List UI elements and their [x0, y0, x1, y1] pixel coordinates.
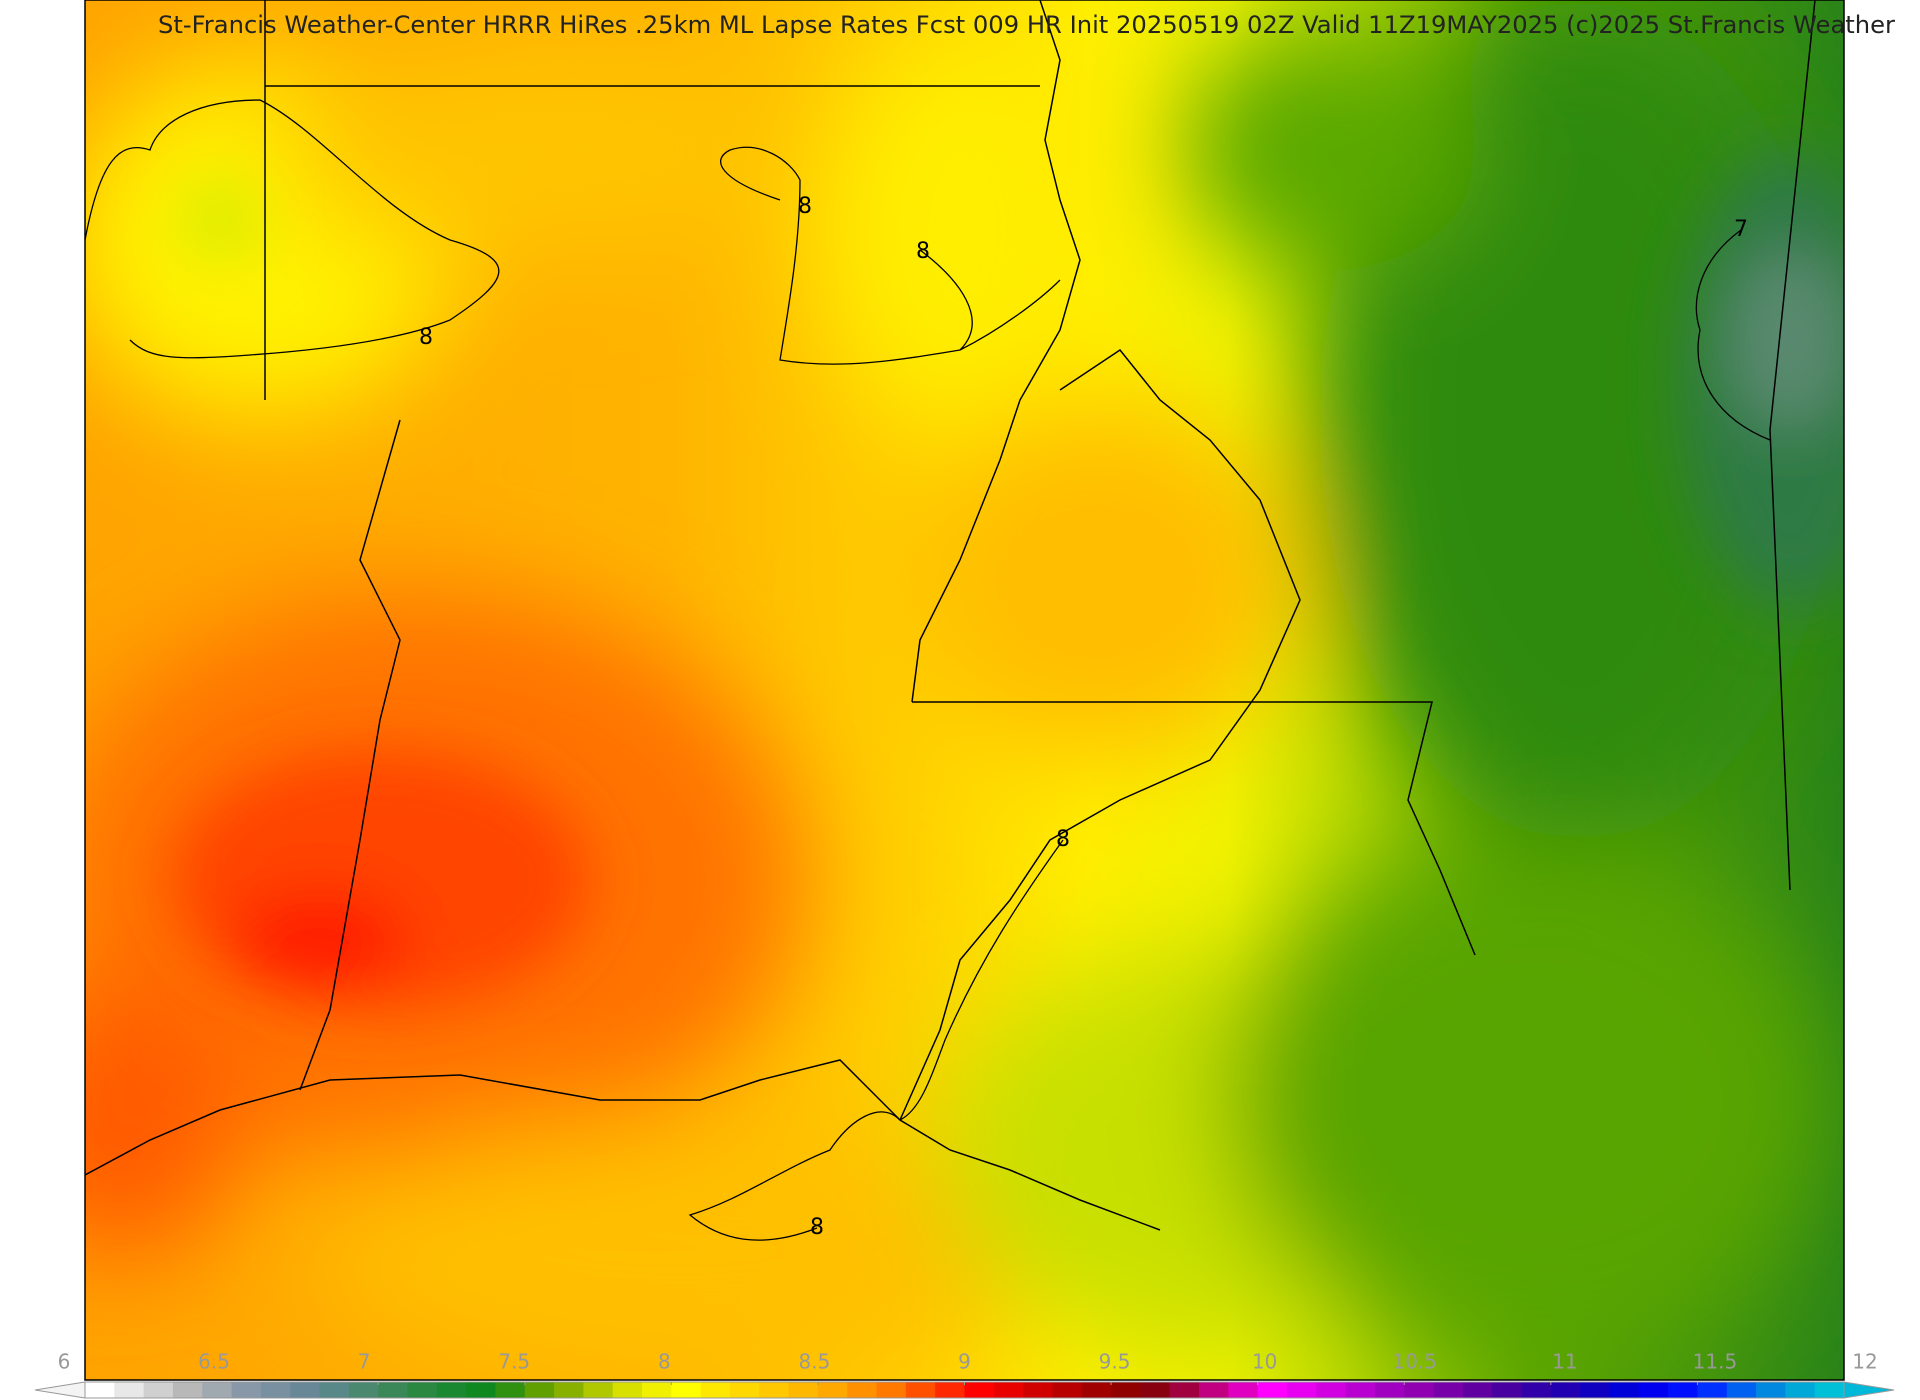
colorbar-swatch [1492, 1382, 1523, 1398]
colorbar-swatch [1726, 1382, 1757, 1398]
colorbar-swatch [1550, 1382, 1581, 1398]
colorbar-tick-label: 7.5 [498, 1350, 530, 1374]
colorbar-swatch [378, 1382, 408, 1398]
colorbar-swatch [1697, 1382, 1728, 1398]
colorbar-tick-label: 6.5 [198, 1350, 230, 1374]
colorbar-swatch [1081, 1382, 1112, 1398]
colorbar-swatch [612, 1382, 643, 1398]
colorbar-swatch [260, 1382, 291, 1398]
colorbar-swatch [700, 1382, 731, 1398]
colorbar-swatch [554, 1382, 584, 1398]
colorbar-swatch [964, 1382, 995, 1398]
colorbar-under [34, 1381, 86, 1399]
colorbar-swatch [583, 1382, 614, 1398]
colorbar-swatch [1111, 1382, 1141, 1398]
colorbar-swatch [1404, 1382, 1435, 1398]
colorbar-swatch [1286, 1382, 1317, 1398]
colorbar-swatch [642, 1382, 672, 1398]
colorbar-tick-label: 10.5 [1392, 1350, 1437, 1374]
colorbar-swatch [1785, 1382, 1816, 1398]
colorbar-swatch [524, 1382, 555, 1398]
colorbar-swatch [1052, 1382, 1083, 1398]
colorbar-swatch [290, 1382, 321, 1398]
colorbar-swatch [1433, 1382, 1464, 1398]
colorbar-swatch [348, 1382, 379, 1398]
colorbar-swatch [231, 1382, 262, 1398]
colorbar-swatch [1257, 1382, 1288, 1398]
colorbar-swatch [993, 1382, 1024, 1398]
colorbar-swatch [1140, 1382, 1171, 1398]
contour-label: 8 [798, 194, 812, 219]
colorbar-swatch [817, 1382, 848, 1398]
map-title: St-Francis Weather-Center HRRR HiRes .25… [158, 11, 1895, 39]
colorbar-over [1843, 1381, 1895, 1399]
colorbar-swatch [1374, 1382, 1405, 1398]
colorbar-tick-label: 8.5 [799, 1350, 831, 1374]
colorbar-tick-label: 9 [958, 1350, 971, 1374]
colorbar-tick-label: 11 [1552, 1350, 1577, 1374]
colorbar-swatch [1199, 1382, 1229, 1398]
colorbar-swatch [847, 1382, 878, 1398]
colorbar-tick-label: 8 [658, 1350, 671, 1374]
colorbar-swatch [1609, 1382, 1640, 1398]
colorbar-swatch [876, 1382, 907, 1398]
colorbar-tick-label: 12 [1852, 1350, 1877, 1374]
map-frame [84, 0, 1845, 1381]
map-field [85, 0, 1844, 1380]
colorbar-swatch [85, 1382, 115, 1398]
colorbar-swatch [1228, 1382, 1259, 1398]
colorbar-swatch [905, 1382, 936, 1398]
colorbar-swatch [1580, 1382, 1610, 1398]
colorbar-swatch [729, 1382, 760, 1398]
colorbar-swatch [935, 1382, 965, 1398]
colorbar-swatch [436, 1382, 467, 1398]
contour-label: 8 [419, 325, 433, 350]
colorbar-swatch [1169, 1382, 1200, 1398]
colorbar-swatch [788, 1382, 819, 1398]
contour-label: 7 [1734, 217, 1748, 242]
colorbar-swatch [202, 1382, 233, 1398]
colorbar-swatch [1521, 1382, 1552, 1398]
colorbar-swatch [1668, 1382, 1698, 1398]
colorbar-swatch [1023, 1382, 1053, 1398]
colorbar-swatch [671, 1382, 702, 1398]
colorbar-tick-label: 7 [358, 1350, 371, 1374]
colorbar-swatch [114, 1382, 145, 1398]
colorbar-swatch [1462, 1382, 1493, 1398]
colorbar-swatch [319, 1382, 350, 1398]
colorbar-tick-label: 10 [1252, 1350, 1277, 1374]
colorbar-swatch [759, 1382, 790, 1398]
colorbar-swatch [1316, 1382, 1347, 1398]
colorbar-swatch [407, 1382, 438, 1398]
contour-label: 8 [810, 1215, 824, 1240]
colorbar-swatch [1638, 1382, 1669, 1398]
colorbar-swatch [495, 1382, 526, 1398]
contour-label: 8 [1056, 827, 1070, 852]
colorbar-tick-label: 6 [58, 1350, 71, 1374]
state-borders [85, 0, 1816, 1231]
colorbar-tick-label: 9.5 [1099, 1350, 1131, 1374]
colorbar-swatch [1814, 1382, 1845, 1398]
colorbar-swatch [172, 1382, 203, 1398]
contour-label: 8 [916, 239, 930, 264]
colorbar-swatch [143, 1382, 174, 1398]
colorbar-tick-label: 11.5 [1693, 1350, 1738, 1374]
colorbar-swatch [1345, 1382, 1376, 1398]
colorbar-swatch [1756, 1382, 1786, 1398]
contour-lines [85, 99, 1771, 1241]
colorbar-swatch [466, 1382, 496, 1398]
